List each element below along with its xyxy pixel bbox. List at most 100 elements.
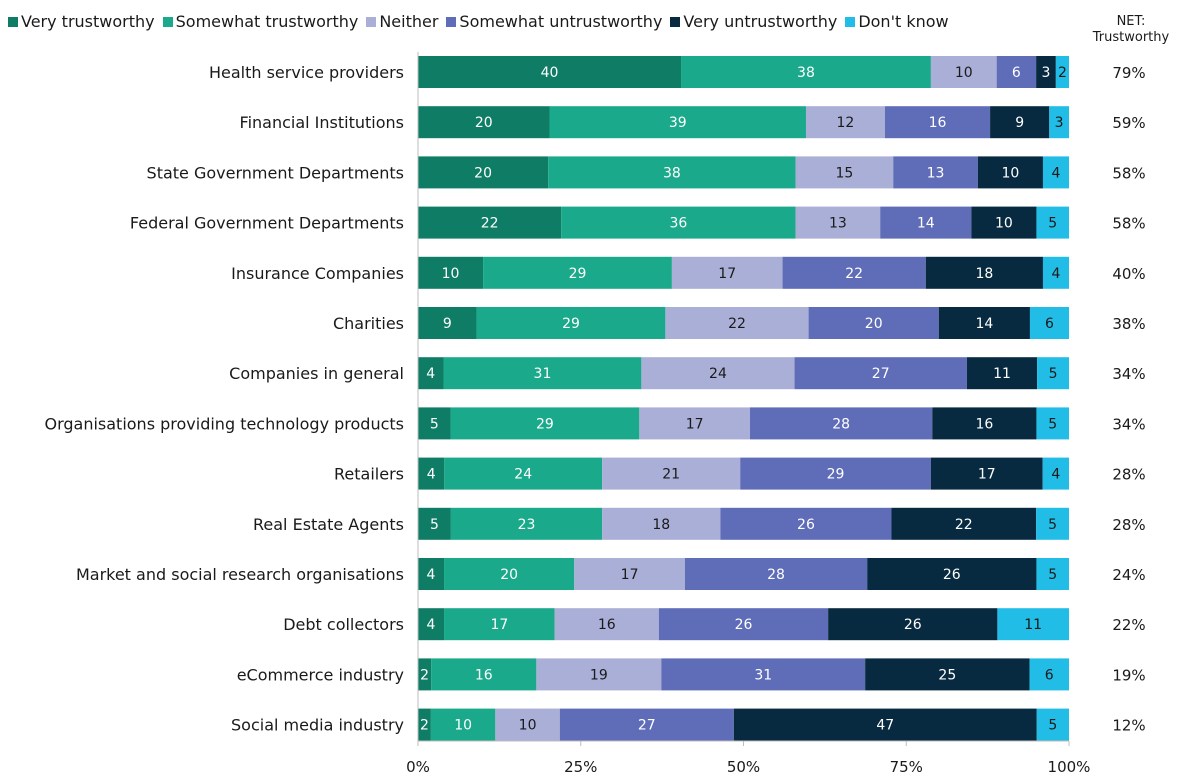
category-label: Organisations providing technology produ… — [44, 414, 404, 433]
legend-label: Somewhat untrustworthy — [459, 12, 663, 31]
data-label: 29 — [827, 467, 845, 483]
data-label: 9 — [443, 316, 452, 332]
data-label: 27 — [638, 718, 656, 734]
data-label: 15 — [835, 165, 853, 181]
legend-swatch — [8, 16, 18, 27]
data-label: 38 — [663, 165, 681, 181]
bar-segment — [639, 407, 751, 440]
category-label: Health service providers — [209, 63, 404, 82]
bar-segment — [1042, 256, 1069, 289]
bar-segment — [431, 658, 537, 691]
category-label: Market and social research organisations — [76, 565, 404, 584]
data-label: 26 — [904, 617, 922, 633]
legend-swatch — [670, 16, 681, 27]
net-value: 59% — [1112, 114, 1145, 132]
data-label: 47 — [876, 718, 894, 734]
data-label: 21 — [662, 467, 680, 483]
category-label: Federal Government Departments — [130, 214, 404, 233]
bar-segment — [884, 106, 991, 139]
bar-segment — [977, 156, 1043, 189]
category-label: Retailers — [334, 465, 404, 484]
data-label: 17 — [978, 467, 996, 483]
bar-segment — [867, 558, 1037, 590]
net-value: 79% — [1112, 64, 1145, 82]
net-value: 24% — [1112, 566, 1145, 584]
data-label: 22 — [955, 517, 973, 533]
data-label: 24 — [709, 366, 727, 382]
data-label: 22 — [845, 266, 863, 282]
legend-item: Somewhat untrustworthy — [446, 12, 662, 31]
data-label: 38 — [797, 65, 815, 81]
data-label: 4 — [427, 467, 436, 483]
bar-segment — [483, 256, 672, 289]
category-label: Real Estate Agents — [253, 515, 404, 534]
bar-segment — [805, 106, 885, 139]
bar-segment — [1055, 56, 1069, 88]
bar-segment — [782, 256, 926, 289]
x-tick-label: 0% — [406, 758, 430, 776]
bar-segment — [418, 56, 682, 88]
net-value: 28% — [1112, 516, 1145, 534]
net-value: 22% — [1112, 616, 1145, 634]
data-label: 6 — [1045, 667, 1054, 683]
legend-label: Somewhat trustworthy — [175, 12, 359, 31]
bar-segment — [1036, 558, 1069, 590]
bar-segment — [925, 256, 1043, 289]
bar-segment — [1036, 56, 1056, 88]
net-value: 28% — [1112, 466, 1145, 484]
data-label: 9 — [1015, 115, 1024, 131]
category-label: State Government Departments — [147, 163, 404, 182]
data-label: 11 — [993, 366, 1011, 382]
data-label: 2 — [420, 718, 429, 734]
data-label: 5 — [1048, 416, 1057, 432]
data-label: 26 — [797, 517, 815, 533]
net-value: 34% — [1112, 365, 1145, 383]
bar-segment — [794, 357, 967, 390]
bar-segment — [1036, 206, 1069, 239]
legend-label: Very trustworthy — [21, 12, 155, 31]
data-label: 3 — [1055, 115, 1064, 131]
data-label: 4 — [1052, 165, 1061, 181]
bar-segment — [450, 507, 603, 540]
bar-segment — [865, 658, 1030, 691]
bar-segment — [641, 357, 795, 390]
data-label: 28 — [832, 416, 850, 432]
net-value: 34% — [1112, 415, 1145, 433]
data-label: 31 — [754, 667, 772, 683]
data-label: 10 — [519, 718, 537, 734]
data-label: 5 — [1048, 517, 1057, 533]
bar-segment — [684, 558, 868, 590]
bar-segment — [1049, 106, 1069, 139]
bar-segment — [938, 307, 1030, 339]
data-label: 26 — [735, 617, 753, 633]
net-value: 58% — [1112, 215, 1145, 233]
category-label: Insurance Companies — [231, 264, 404, 283]
data-label: 13 — [829, 216, 847, 232]
bar-segment — [891, 507, 1037, 540]
data-label: 40 — [541, 65, 559, 81]
bar-segment — [418, 106, 550, 139]
x-tick-label: 50% — [727, 758, 760, 776]
bar-segment — [418, 156, 549, 189]
category-label: Social media industry — [231, 716, 404, 735]
bar-segment — [671, 256, 783, 289]
legend-swatch — [366, 16, 377, 27]
bar-segment — [574, 558, 685, 590]
data-label: 25 — [938, 667, 956, 683]
bar-segment — [665, 307, 809, 339]
chart-legend: Very trustworthy Somewhat trustworthy Neit… — [8, 12, 949, 31]
data-label: 3 — [1042, 65, 1051, 81]
bar-segment — [476, 307, 666, 339]
bar-segment — [1036, 507, 1069, 540]
bar-segment — [418, 256, 484, 289]
bar-segment — [1029, 307, 1069, 339]
legend-item: Somewhat trustworthy — [162, 12, 359, 31]
data-label: 27 — [872, 366, 890, 382]
legend-label: Very untrustworthy — [683, 12, 838, 31]
net-value: 12% — [1112, 717, 1145, 735]
bar-segment — [548, 156, 796, 189]
bar-segment — [1042, 156, 1069, 189]
data-label: 26 — [943, 567, 961, 583]
data-label: 20 — [475, 115, 493, 131]
bar-segment — [795, 206, 881, 239]
